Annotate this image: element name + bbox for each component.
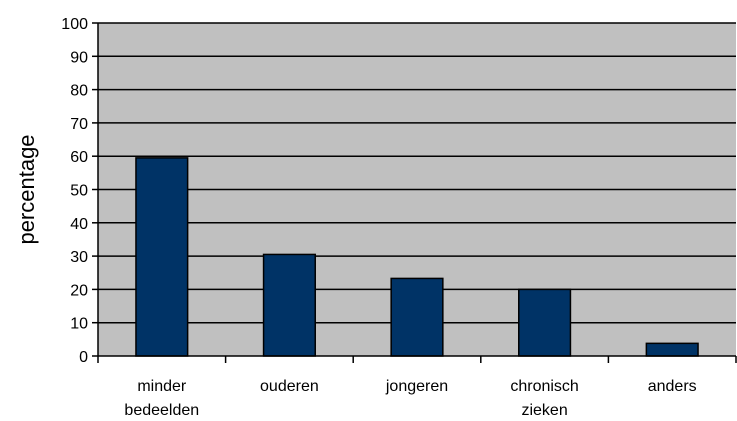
y-axis-label: percentage bbox=[14, 134, 39, 244]
y-tick-label-90: 90 bbox=[70, 49, 88, 66]
y-tick-labels: 0 10 20 30 40 50 60 70 80 90 100 bbox=[61, 16, 88, 366]
axes bbox=[92, 22, 737, 363]
bars bbox=[135, 157, 699, 357]
category-label-1: ouderen bbox=[260, 378, 319, 395]
y-tick-label-60: 60 bbox=[70, 149, 88, 166]
y-tick-label-100: 100 bbox=[61, 16, 88, 33]
category-label-0-line-1: bedeelden bbox=[124, 402, 199, 419]
bar-1 bbox=[262, 253, 316, 357]
category-label-3-line-0: chronisch bbox=[510, 378, 578, 395]
category-label-3: chronisch zieken bbox=[510, 378, 578, 419]
y-tick-label-30: 30 bbox=[70, 249, 88, 266]
category-label-4-line-0: anders bbox=[648, 378, 697, 395]
category-label-4: anders bbox=[648, 378, 697, 395]
category-label-0-line-0: minder bbox=[137, 378, 187, 395]
category-label-3-line-1: zieken bbox=[521, 402, 567, 419]
y-tick-label-40: 40 bbox=[70, 216, 88, 233]
category-label-2: jongeren bbox=[385, 378, 448, 395]
bar-0 bbox=[135, 157, 189, 357]
category-label-0: minder bedeelden bbox=[124, 378, 199, 419]
y-tick-label-50: 50 bbox=[70, 183, 88, 200]
bar-2 bbox=[390, 277, 444, 357]
y-tick-label-0: 0 bbox=[79, 349, 88, 366]
category-label-1-line-0: ouderen bbox=[260, 378, 319, 395]
y-tick-label-20: 20 bbox=[70, 282, 88, 299]
y-tick-label-10: 10 bbox=[70, 316, 88, 333]
x-tick-labels: minder bedeelden ouderen jongeren chronisch z… bbox=[124, 378, 696, 419]
y-tick-label-70: 70 bbox=[70, 116, 88, 133]
category-label-2-line-0: jongeren bbox=[385, 378, 448, 395]
y-tick-label-80: 80 bbox=[70, 83, 88, 100]
bar-3 bbox=[518, 288, 572, 357]
bar-4 bbox=[645, 342, 699, 357]
